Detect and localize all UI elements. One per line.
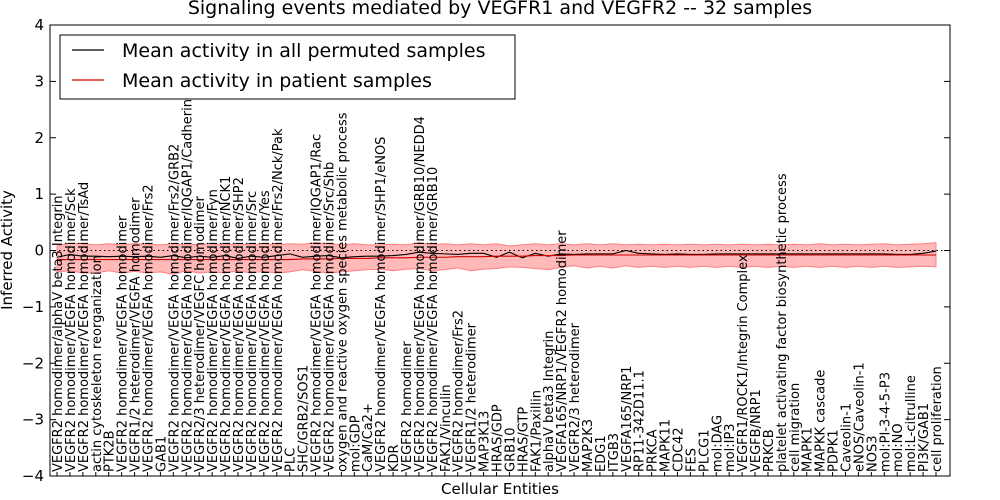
category-label: MAP3K13 — [478, 411, 493, 472]
ytick-label: 2 — [34, 129, 44, 147]
category-label: Caveolin-1 — [840, 403, 855, 472]
category-label: HRAS/GTP — [516, 407, 531, 472]
category-label: actin cytoskeleton reorganization — [90, 255, 105, 472]
category-label-layer: VEGFR2 homodimer/alphaV beta3 IntegrinVE… — [51, 99, 945, 476]
category-label: VEGFR2/3 heterodimer — [568, 322, 583, 472]
chart-title: Signaling events mediated by VEGFR1 and … — [188, 0, 812, 19]
category-label: VEGFA165/NRP1/VEGFR2 homodimer — [555, 230, 570, 472]
category-label: VEGFR2 homodimer/VEGFA homodimer/Fyn — [206, 189, 221, 472]
category-label: MAPK1 — [801, 427, 816, 472]
category-label: mol:NO — [891, 423, 906, 472]
legend: Mean activity in all permuted samples Me… — [59, 34, 516, 100]
legend-label-patient: Mean activity in patient samples — [122, 70, 432, 92]
category-label: VEGFR2 homodimer/VEGFA homodimer/Frs2 — [141, 184, 156, 472]
category-label: VEGFR2 homodimer/VEGFA homodimer/Frs2/Nc… — [271, 128, 286, 472]
category-label: PDPK1 — [827, 430, 842, 473]
category-label: NOS3 — [865, 436, 880, 472]
category-label: VEGFB/NRP1 — [749, 389, 764, 472]
plot-area: VEGFR2 homodimer/alphaV beta3 IntegrinVE… — [22, 16, 951, 485]
category-label: VEGFR1/2 heterodimer — [465, 322, 480, 472]
ytick-label: 1 — [34, 185, 44, 203]
category-label: MAPKK cascade — [814, 370, 829, 472]
category-label: HRAS/GDP — [491, 404, 506, 472]
x-axis-label: Cellular Entities — [441, 480, 559, 498]
category-label: VEGFR2 homodimer/VEGFA homodimer/SHP2 — [232, 177, 247, 472]
category-label: FAK1/Paxillin — [529, 390, 544, 472]
category-label: VEGFR2 homodimer/VEGFA homodimer/SHP1/eN… — [374, 137, 389, 472]
patient-mean-line — [57, 254, 936, 261]
category-label: mol:PI-3-4-5-P3 — [878, 372, 893, 472]
category-label: MAPK11 — [659, 419, 674, 472]
category-label: mol:DAG — [710, 415, 725, 472]
ytick-label: −3 — [22, 411, 44, 429]
category-label: mol:GDP — [348, 415, 363, 472]
ytick-label: −1 — [22, 298, 44, 316]
category-label: VEGFR2 homodimer/VEGFA homodimer/TsAd — [77, 182, 92, 472]
category-label: GRB10 — [503, 427, 518, 472]
legend-label-permuted: Mean activity in all permuted samples — [122, 40, 485, 62]
category-label: cell migration — [788, 383, 803, 472]
category-label: PI3K/GAB1 — [917, 403, 932, 472]
category-label: VEGFR1/2 heterodimer/VEGFA homodimer — [129, 197, 144, 472]
category-label: platelet activating factor biosynthetic … — [775, 173, 790, 472]
category-label: VEGFR2 homodimer/VEGFA homodimer/GRB10 — [426, 167, 441, 472]
category-label: VEGFR2 homodimer — [400, 341, 415, 472]
category-label: SHC/GRB2/SOS1 — [297, 365, 312, 472]
category-label: VEGFR2 homodimer/alphaV beta3 Integrin — [51, 195, 66, 472]
permuted-mean-line — [56, 249, 937, 259]
category-label: VEGFR2 homodimer/VEGFA homodimer/NCK1 — [219, 176, 234, 472]
category-label: FES — [684, 448, 699, 472]
category-label: VEGFR2 homodimer/VEGFA homodimer/Src — [245, 191, 260, 472]
ytick-label: 3 — [34, 72, 44, 90]
legend-frame — [59, 34, 516, 100]
category-label: VEGFR2 homodimer/VEGFA homodimer — [116, 215, 131, 472]
category-label: VEGFR2 homodimer/VEGFA homodimer/Src/Shb — [322, 162, 337, 472]
category-label: oxygen and reactive oxygen species metab… — [335, 112, 350, 472]
category-label: mol:IP3 — [723, 423, 738, 472]
category-label: ITGB3 — [607, 433, 622, 472]
series-layer — [56, 249, 937, 261]
category-label: CaM/Ca2+ — [361, 403, 376, 472]
ytick-label: 4 — [34, 16, 44, 34]
ytick-label: −4 — [22, 467, 44, 485]
ytick-layer: −4 −3 −2 −1 0 1 2 3 4 — [22, 16, 950, 485]
category-label: PTK2B — [103, 431, 118, 473]
category-label: cell proliferation — [930, 366, 945, 472]
category-label: VEGFR2/3 heterodimer/VEGFC homodimer — [193, 195, 208, 472]
category-label: PRKCB — [762, 429, 777, 472]
category-label: VEGFR2 homodimer/Frs2 — [452, 310, 467, 472]
category-label: CDC42 — [671, 427, 686, 472]
category-label: eNOS/Caveolin-1 — [852, 362, 867, 472]
category-label: GAB1 — [154, 436, 169, 472]
category-label: KDR — [387, 444, 402, 472]
category-label: EDG1 — [594, 435, 609, 472]
category-label: PLCG1 — [697, 429, 712, 472]
category-label: VEGFA165/NRP1 — [620, 366, 635, 472]
y-axis-label: Inferred Activity — [0, 190, 16, 310]
category-label: VEGFR2 homodimer/VEGFA homodimer/Frs2/GR… — [167, 144, 182, 472]
category-label: VEGFR2 homodimer/VEGFA homodimer/IQGAP1/… — [310, 134, 325, 472]
category-label: PRKCA — [646, 429, 661, 472]
category-label: VEGFR1/ROCK1/Integrin Complex — [736, 254, 751, 472]
ytick-label: 0 — [34, 242, 44, 260]
category-label: VEGFR2 homodimer/VEGFA homodimer/Sck — [64, 188, 79, 472]
category-label: VEGFR2 homodimer/VEGFA homodimer/Yes — [258, 190, 273, 472]
category-label: PLC — [284, 448, 299, 472]
category-label: VEGFR2 homodimer/VEGFA homodimer/IQGAP1/… — [180, 99, 195, 472]
category-label: alphaV beta3 Integrin — [542, 331, 557, 472]
category-label: mol:L-citrulline — [904, 375, 919, 472]
ytick-label: −2 — [22, 354, 44, 372]
category-label: FAK1/Vinculin — [439, 384, 454, 472]
category-label: MAP2K3 — [581, 419, 596, 472]
category-label: VEGFR2 homodimer/VEGFA homodimer/GRB10/N… — [413, 116, 428, 472]
category-label: RP11-342D11.1 — [633, 370, 648, 472]
